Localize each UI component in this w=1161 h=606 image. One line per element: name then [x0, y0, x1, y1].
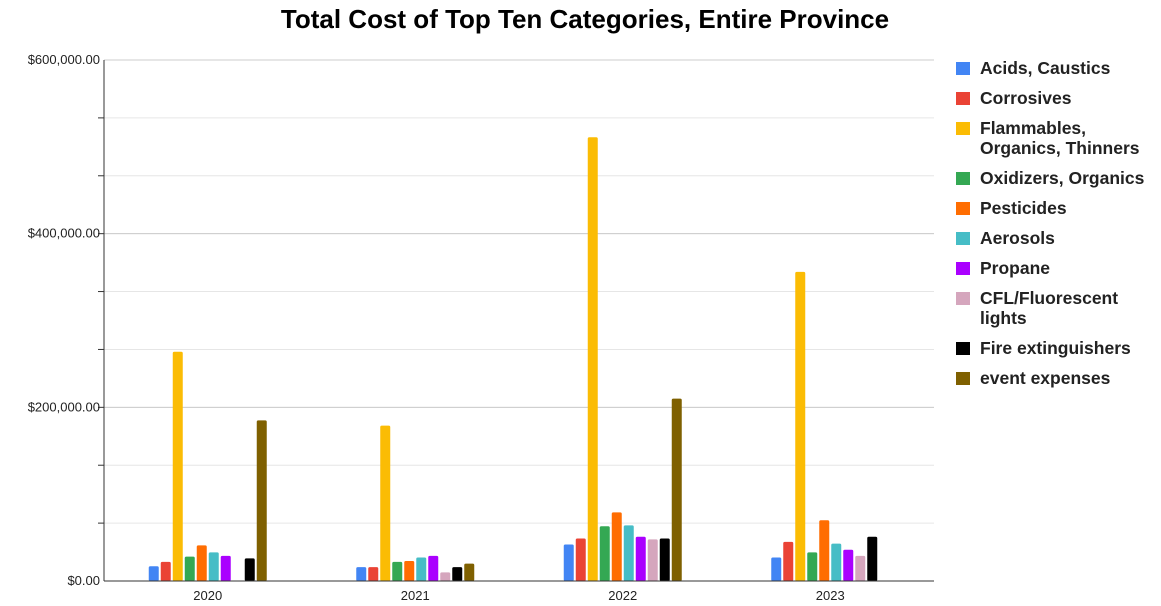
x-tick-label: 2020: [193, 588, 222, 603]
x-tick-label: 2023: [816, 588, 845, 603]
legend-label: Corrosives: [980, 88, 1072, 108]
bar: [356, 567, 367, 581]
y-tick-label: $600,000.00: [28, 52, 100, 67]
bar: [659, 538, 670, 581]
bar: [831, 543, 842, 581]
bar: [256, 420, 267, 581]
bar: [380, 425, 391, 581]
bar: [671, 398, 682, 581]
legend-swatch: [956, 342, 970, 355]
legend-item: Oxidizers, Organics: [956, 168, 1156, 188]
legend-swatch: [956, 122, 970, 135]
legend-item: Flammables, Organics, Thinners: [956, 118, 1156, 158]
legend-swatch: [956, 232, 970, 245]
bar: [220, 555, 231, 581]
bar: [244, 558, 255, 581]
legend-label: Fire extinguishers: [980, 338, 1131, 358]
legend-label: Organics, Thinners: [980, 138, 1140, 158]
bar: [196, 545, 207, 581]
legend-label: Flammables,: [980, 118, 1087, 138]
bar: [368, 567, 379, 581]
legend-item: Propane: [956, 258, 1156, 278]
legend-swatch: [956, 292, 970, 305]
legend-label: lights: [980, 308, 1027, 328]
legend-swatch: [956, 262, 970, 275]
bar: [172, 351, 183, 581]
bar: [416, 557, 427, 581]
bar: [452, 567, 463, 581]
legend-label: event expenses: [980, 368, 1111, 388]
legend-label: CFL/Fluorescent: [980, 288, 1119, 308]
legend-swatch: [956, 372, 970, 385]
legend: Acids, Caustics Corrosives Flammables, Orga…: [956, 58, 1156, 388]
bar: [587, 137, 598, 581]
bar: [783, 541, 794, 581]
y-tick-label: $400,000.00: [28, 226, 100, 241]
bar: [771, 557, 782, 581]
legend-swatch: [956, 62, 970, 75]
bar: [647, 539, 658, 581]
legend-swatch: [956, 202, 970, 215]
plot-area: $0.00 $200,000.00 $400,000.00 $600,000.00 20…: [28, 52, 934, 603]
chart-title: Total Cost of Top Ten Categories, Entire…: [280, 4, 890, 34]
legend-swatch: [956, 92, 970, 105]
bar: [563, 544, 574, 581]
legend-item: event expenses: [956, 368, 1156, 388]
bar: [148, 566, 159, 581]
bar: [575, 538, 586, 581]
legend-item: Corrosives: [956, 88, 1156, 108]
y-tick-label: $200,000.00: [28, 399, 100, 414]
bar: [160, 561, 171, 581]
legend-label: Propane: [980, 258, 1051, 278]
bar: [464, 563, 475, 581]
legend-item: Aerosols: [956, 228, 1156, 248]
legend-label: Acids, Caustics: [980, 58, 1111, 78]
bar: [184, 556, 195, 581]
legend-item: Fire extinguishers: [956, 338, 1156, 358]
x-tick-label: 2022: [608, 588, 637, 603]
bar: [855, 555, 866, 581]
legend-label: Aerosols: [980, 228, 1055, 248]
bar: [843, 549, 854, 581]
bar: [440, 572, 451, 581]
legend-label: Pesticides: [980, 198, 1067, 218]
legend-item: Acids, Caustics: [956, 58, 1156, 78]
x-tick-label: 2021: [401, 588, 430, 603]
bar: [392, 561, 403, 581]
legend-item: CFL/Fluorescent lights: [956, 288, 1156, 328]
legend-swatch: [956, 172, 970, 185]
bar: [867, 536, 878, 581]
bar: [635, 536, 646, 581]
bar: [807, 552, 818, 581]
bar: [404, 561, 415, 581]
bar: [599, 526, 610, 581]
y-tick-label: $0.00: [67, 573, 100, 588]
legend-item: Pesticides: [956, 198, 1156, 218]
bar: [428, 555, 439, 581]
bar: [623, 525, 634, 581]
bar: [208, 552, 219, 581]
bar: [795, 271, 806, 581]
bar: [611, 512, 622, 581]
bar: [819, 520, 830, 581]
legend-label: Oxidizers, Organics: [980, 168, 1145, 188]
